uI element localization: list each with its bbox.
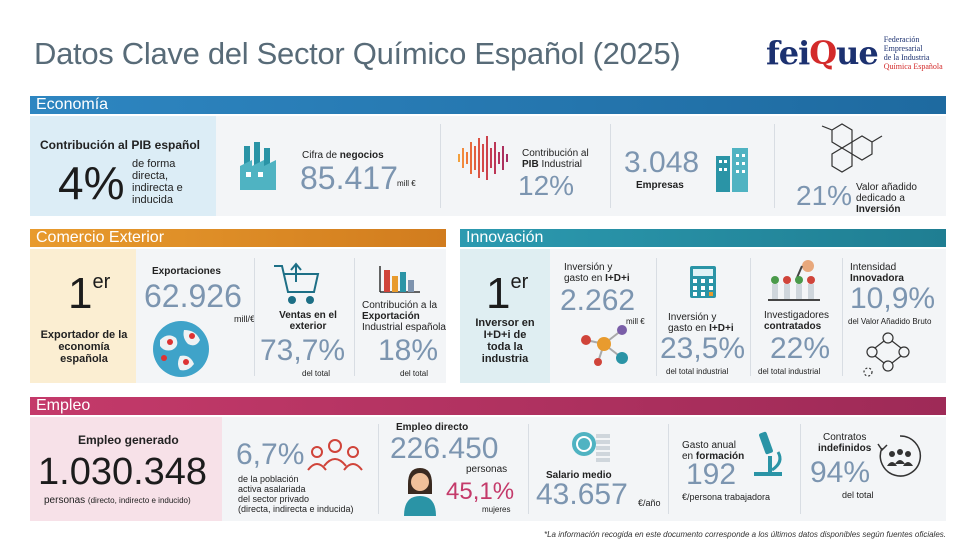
divider — [800, 424, 801, 514]
divider — [354, 258, 355, 376]
export-label: Exportaciones — [152, 266, 221, 277]
empleo-generado-value: 1.030.348 — [38, 451, 208, 493]
exportador-desc: Exportador de la economía española — [40, 329, 128, 365]
pib-title: Contribución al PIB español — [40, 138, 201, 152]
logo-brand: feiQue — [766, 34, 879, 72]
salario-unit: €/año — [638, 498, 661, 508]
inversor-card: 1er Inversor en I+D+i de toda la industr… — [460, 249, 550, 383]
section-innovacion-header: Innovación — [460, 229, 946, 247]
divider — [378, 424, 379, 514]
contrib-unit: del total — [400, 369, 429, 378]
negocios-label: Cifra de negocios — [302, 150, 384, 161]
formacion-label: Gasto anual en formación — [682, 440, 745, 462]
exportador-card: 1er Exportador de la economía española — [30, 249, 136, 383]
pct-value: 23,5% — [660, 332, 746, 365]
poblacion-value: 6,7% — [236, 438, 305, 471]
va-label: Valor añadido dedicado a Inversión — [856, 182, 917, 215]
section-economia-header: Economía — [30, 96, 946, 114]
cart-icon — [274, 262, 320, 304]
negocios-value: 85.417 — [300, 160, 398, 196]
ventas-unit: del total — [302, 369, 331, 378]
empleo-generado-unit: personas (directo, indirecto e inducido) — [44, 495, 191, 506]
mujeres-unit: mujeres — [482, 505, 511, 514]
inv-unit: mill € — [626, 317, 645, 326]
buildings-icon — [716, 148, 748, 192]
divider — [528, 424, 529, 514]
pib-desc: de forma directa, indirecta e inducida — [132, 158, 183, 206]
investigadores-value: 22% — [770, 332, 831, 365]
empleo-generado-card: Empleo generado 1.030.348 personas (dire… — [30, 417, 222, 521]
network-circles-icon — [863, 332, 910, 377]
directo-value: 226.450 — [390, 432, 499, 465]
poblacion-label: de la población activa asalariada del sect… — [238, 474, 354, 514]
directo-label: Empleo directo — [396, 422, 469, 433]
divider — [254, 258, 255, 376]
divider — [440, 124, 441, 208]
divider — [774, 124, 775, 208]
salario-value: 43.657 — [536, 478, 628, 511]
salary-coins-icon — [572, 432, 610, 462]
molecule-icon — [821, 123, 883, 173]
contratos-value: 94% — [810, 456, 871, 489]
contrib-value: 18% — [378, 334, 439, 367]
pct-label: Inversión y gasto en I+D+i — [668, 312, 734, 334]
intensidad-label: Intensidad Innovadora — [850, 262, 904, 284]
intensidad-unit: del Valor Añadido Bruto — [848, 317, 932, 326]
investigadores-label: Investigadores contratados — [764, 310, 830, 332]
people-cycle-icon — [877, 435, 922, 477]
investigadores-unit: del total industrial — [758, 367, 821, 376]
formacion-value: 192 — [686, 458, 737, 491]
salario-label: Salario medio — [546, 470, 612, 481]
inversor-rank: 1er — [486, 269, 529, 318]
inv-value: 2.262 — [560, 284, 636, 317]
export-unit: mill/€ — [234, 314, 256, 324]
contratos-unit: del total — [842, 490, 874, 500]
export-value: 62.926 — [144, 278, 242, 314]
woman-icon — [404, 468, 436, 516]
divider — [842, 258, 843, 376]
empresas-value: 3.048 — [624, 146, 700, 179]
feique-logo: feiQue Federación Empresarial de la Indu… — [766, 34, 956, 78]
formacion-unit: €/persona trabajadora — [682, 492, 771, 502]
va-value: 21% — [796, 180, 853, 211]
contrib-label: Contribución a la Exportación Industrial… — [362, 300, 446, 333]
divider — [656, 258, 657, 376]
directo-unit: personas — [466, 464, 508, 475]
footnote: *La información recogida en este documen… — [543, 530, 946, 539]
empleo-generado-title: Empleo generado — [78, 433, 179, 447]
empresas-label: Empresas — [636, 180, 684, 191]
inv-label: Inversión y gasto en I+D+i — [564, 262, 630, 284]
people-group-icon — [307, 439, 363, 471]
barchart-icon — [379, 266, 420, 293]
mujeres-value: 45,1% — [446, 478, 515, 505]
negocios-unit: mill € — [397, 179, 416, 188]
ventas-label: Ventas en el exterior — [279, 310, 337, 332]
page-title: Datos Clave del Sector Químico Español (… — [34, 36, 681, 71]
pib-card: Contribución al PIB español 4% de forma … — [30, 116, 216, 216]
divider — [610, 124, 611, 208]
microscope-icon — [754, 431, 782, 476]
inversor-desc: Inversor en I+D+i de toda la industria — [475, 317, 535, 365]
divider — [668, 424, 669, 514]
divider — [750, 258, 751, 376]
network-nodes-icon — [581, 325, 628, 366]
ventas-value: 73,7% — [260, 334, 346, 367]
section-empleo-header: Empleo — [30, 397, 946, 415]
pib-industrial-value: 12% — [518, 170, 575, 201]
section-comercio-header: Comercio Exterior — [30, 229, 446, 247]
pct-unit: del total industrial — [666, 367, 729, 376]
logo-subtitle: Federación Empresarial de la Industria Q… — [883, 35, 943, 71]
factory-icon — [240, 142, 276, 190]
calculator-icon — [690, 266, 716, 298]
pib-value: 4% — [58, 157, 125, 209]
waveform-icon — [458, 136, 508, 180]
pib-industrial-label: Contribución al PIB Industrial — [522, 148, 589, 170]
intensidad-value: 10,9% — [850, 282, 936, 315]
contratos-label: Contratos indefinidos — [818, 432, 872, 454]
lab-plants-icon — [768, 260, 820, 301]
globe-icon — [153, 321, 209, 377]
exportador-rank: 1er — [68, 269, 111, 318]
